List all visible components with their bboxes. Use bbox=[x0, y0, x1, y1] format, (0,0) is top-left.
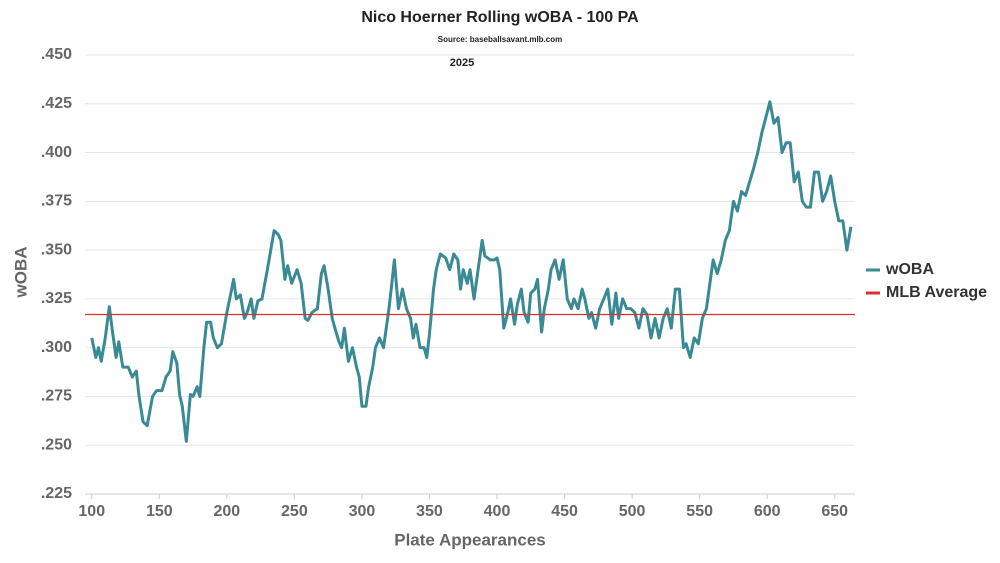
x-axis-label: Plate Appearances bbox=[394, 530, 546, 549]
y-tick-label: .350 bbox=[41, 241, 72, 258]
annotation: 2025 bbox=[450, 57, 474, 69]
x-tick-label: 350 bbox=[416, 503, 443, 520]
x-tick-label: 150 bbox=[146, 503, 173, 520]
chart-title: Nico Hoerner Rolling wOBA - 100 PA bbox=[361, 9, 639, 26]
y-tick-label: .225 bbox=[41, 485, 72, 502]
x-tick-label: 450 bbox=[551, 503, 578, 520]
x-tick-label: 250 bbox=[281, 503, 308, 520]
x-tick-label: 100 bbox=[78, 503, 105, 520]
y-tick-label: .375 bbox=[41, 193, 72, 210]
x-tick-label: 200 bbox=[213, 503, 240, 520]
x-tick-label: 550 bbox=[686, 503, 713, 520]
x-tick-label: 300 bbox=[349, 503, 376, 520]
y-tick-label: .400 bbox=[41, 144, 72, 161]
y-tick-label: .275 bbox=[41, 388, 72, 405]
y-tick-label: .325 bbox=[41, 290, 72, 307]
x-tick-label: 500 bbox=[619, 503, 646, 520]
x-tick-label: 600 bbox=[754, 503, 781, 520]
y-tick-label: .450 bbox=[41, 46, 72, 63]
chart-subtitle: Source: baseballsavant.mlb.com bbox=[438, 35, 563, 44]
y-axis-label: wOBA bbox=[11, 247, 30, 299]
line-series bbox=[90, 100, 853, 443]
legend-label: MLB Average bbox=[886, 284, 987, 301]
y-tick-label: .300 bbox=[41, 339, 72, 356]
legend-label: wOBA bbox=[885, 261, 934, 278]
x-tick-label: 400 bbox=[484, 503, 511, 520]
x-tick-label: 650 bbox=[821, 503, 848, 520]
y-tick-label: .250 bbox=[41, 436, 72, 453]
y-tick-label: .425 bbox=[41, 95, 72, 112]
